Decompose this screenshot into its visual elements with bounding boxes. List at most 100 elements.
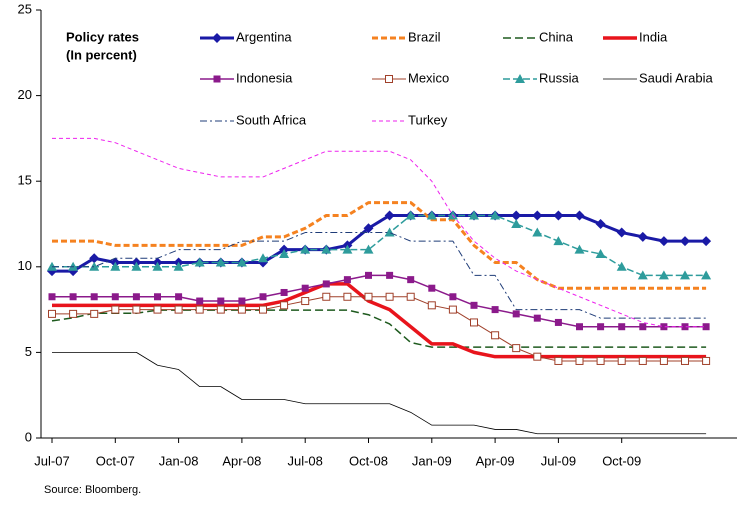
data-point: [343, 292, 352, 301]
data-point: [491, 331, 500, 340]
legend-label: Argentina: [236, 29, 292, 44]
y-tick-label: 20: [18, 87, 32, 102]
data-point: [469, 210, 479, 220]
y-tick-label: 5: [25, 344, 32, 359]
series-line: [52, 213, 707, 273]
data-point: [511, 210, 522, 221]
series-line: [52, 352, 707, 435]
data-point: [194, 257, 205, 267]
data-point: [259, 305, 267, 314]
data-point: [511, 219, 522, 228]
data-point: [110, 261, 121, 271]
x-tick-label: Jul-08: [287, 453, 322, 468]
annotation: (In percent): [66, 47, 137, 62]
data-point: [616, 227, 627, 238]
data-point: [363, 244, 374, 254]
data-point: [132, 293, 140, 301]
data-point: [512, 344, 521, 353]
y-tick-label: 10: [18, 258, 32, 273]
series-line: [51, 309, 707, 348]
data-point: [48, 309, 56, 318]
data-point: [111, 293, 119, 301]
legend-label: Brazil: [408, 29, 441, 44]
data-point: [279, 248, 290, 258]
data-point: [428, 284, 436, 292]
data-point: [89, 261, 100, 271]
data-point: [532, 210, 543, 221]
data-point: [322, 292, 331, 301]
x-tick-label: Oct-08: [349, 453, 388, 468]
data-point: [596, 356, 605, 365]
data-point: [532, 227, 543, 237]
legend-label: Mexico: [408, 70, 449, 85]
data-point: [681, 356, 689, 365]
data-point: [322, 280, 330, 288]
data-point: [637, 270, 648, 280]
x-tick-label: Apr-09: [476, 453, 515, 468]
legend-label: South Africa: [236, 112, 307, 127]
series-line: [52, 137, 707, 328]
series-line: [52, 282, 707, 359]
data-point: [131, 261, 142, 271]
data-point: [342, 244, 353, 254]
data-point: [216, 305, 225, 314]
legend-label: Saudi Arabia: [639, 70, 713, 85]
data-point: [132, 305, 141, 314]
data-point: [237, 305, 246, 314]
data-point: [69, 309, 78, 318]
data-point: [111, 305, 120, 314]
legend-marker: [213, 75, 221, 83]
data-point: [660, 323, 668, 331]
data-point: [406, 292, 415, 301]
data-point: [701, 236, 712, 247]
data-point: [280, 301, 289, 310]
data-point: [321, 244, 332, 254]
data-point: [597, 323, 605, 331]
data-point: [385, 292, 394, 301]
data-point: [575, 356, 584, 365]
data-point: [363, 223, 374, 234]
data-point: [554, 318, 562, 326]
data-point: [702, 356, 711, 365]
legend-marker: [515, 74, 525, 83]
data-point: [574, 244, 585, 254]
data-point: [301, 284, 309, 292]
data-point: [658, 270, 669, 280]
data-point: [533, 314, 541, 322]
x-tick-label: Jan-09: [412, 453, 452, 468]
y-tick-label: 15: [18, 173, 32, 188]
data-point: [553, 236, 564, 246]
data-point: [681, 323, 689, 331]
data-point: [617, 356, 626, 365]
legend-label: Indonesia: [236, 70, 293, 85]
data-point: [300, 244, 311, 254]
data-point: [449, 293, 457, 301]
data-point: [470, 301, 478, 309]
data-point: [595, 219, 606, 229]
data-point: [90, 309, 99, 318]
data-point: [659, 356, 668, 365]
data-point: [427, 301, 436, 310]
data-point: [448, 305, 457, 314]
data-point: [238, 297, 246, 305]
data-point: [680, 270, 690, 280]
data-point: [217, 297, 225, 305]
x-tick-label: Oct-07: [96, 453, 135, 468]
data-point: [343, 276, 351, 284]
data-point: [154, 293, 161, 301]
data-point: [386, 271, 394, 279]
data-point: [702, 323, 710, 331]
data-point: [553, 210, 564, 221]
series-line: [52, 232, 707, 319]
data-point: [174, 305, 183, 314]
data-point: [90, 293, 98, 301]
data-point: [405, 210, 416, 220]
annotation: Policy rates: [66, 29, 139, 44]
legend-marker: [212, 33, 222, 43]
legend-label: China: [539, 29, 574, 44]
data-point: [407, 276, 415, 284]
y-tick-label: 0: [25, 429, 32, 444]
data-point: [595, 248, 606, 258]
legend-label: India: [639, 29, 668, 44]
data-point: [152, 261, 163, 271]
